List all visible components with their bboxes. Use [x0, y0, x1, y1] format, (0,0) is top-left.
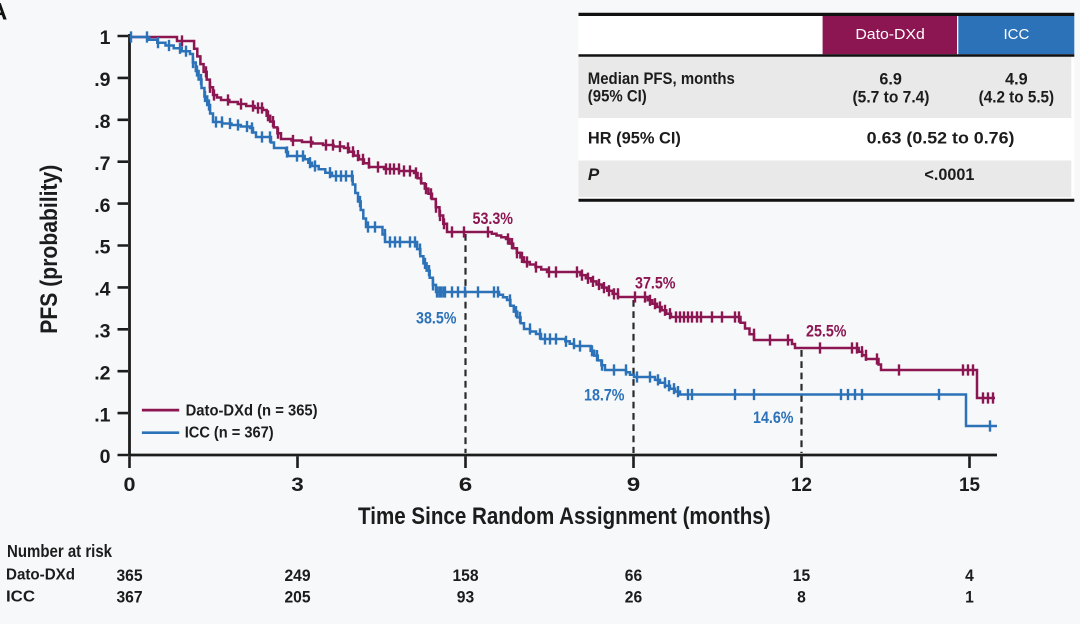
svg-text:.3: .3 [94, 321, 110, 343]
svg-text:Dato-DXd: Dato-DXd [6, 567, 75, 584]
svg-text:(4.2 to 5.5): (4.2 to 5.5) [979, 88, 1055, 107]
svg-text:.8: .8 [94, 111, 110, 133]
svg-text:.2: .2 [94, 362, 110, 384]
svg-text:.4: .4 [94, 279, 110, 301]
svg-text:6.9: 6.9 [879, 69, 902, 88]
svg-text:205: 205 [284, 589, 310, 607]
svg-text:14.6%: 14.6% [753, 409, 794, 427]
svg-text:9: 9 [627, 475, 641, 496]
svg-text:HR (95% CI): HR (95% CI) [588, 129, 681, 148]
svg-text:.5: .5 [94, 237, 110, 259]
svg-text:<.0001: <.0001 [924, 165, 974, 184]
svg-text:A: A [0, 0, 7, 26]
svg-text:Time Since Random Assignment (: Time Since Random Assignment (months) [358, 503, 771, 530]
svg-text:.6: .6 [94, 195, 110, 217]
svg-text:93: 93 [457, 589, 474, 607]
svg-text:365: 365 [116, 567, 142, 585]
svg-text:26: 26 [625, 589, 642, 607]
svg-text:1: 1 [965, 589, 974, 607]
svg-text:4: 4 [965, 567, 974, 585]
svg-text:1: 1 [100, 27, 111, 49]
svg-text:0: 0 [100, 446, 111, 468]
svg-text:Number at risk: Number at risk [7, 541, 112, 561]
svg-text:4.9: 4.9 [1005, 69, 1028, 88]
svg-text:158: 158 [452, 567, 478, 585]
svg-text:Median PFS, months: Median PFS, months [588, 69, 735, 88]
svg-text:PFS (probability): PFS (probability) [36, 165, 63, 334]
svg-text:38.5%: 38.5% [416, 310, 457, 328]
svg-text:367: 367 [116, 589, 142, 607]
svg-text:25.5%: 25.5% [806, 323, 847, 341]
svg-text:.7: .7 [94, 153, 110, 175]
svg-text:(5.7 to 7.4): (5.7 to 7.4) [853, 88, 930, 107]
svg-text:18.7%: 18.7% [584, 387, 625, 405]
svg-text:37.5%: 37.5% [635, 275, 676, 293]
svg-text:12: 12 [791, 475, 812, 496]
svg-text:.1: .1 [94, 404, 110, 426]
svg-text:66: 66 [625, 567, 642, 585]
svg-text:6: 6 [459, 475, 473, 496]
svg-text:3: 3 [291, 475, 304, 496]
svg-text:15: 15 [959, 475, 980, 496]
svg-text:Dato-DXd: Dato-DXd [855, 26, 925, 43]
svg-text:15: 15 [793, 567, 810, 585]
svg-text:53.3%: 53.3% [473, 210, 514, 228]
svg-text:249: 249 [284, 567, 310, 585]
svg-text:Dato-DXd (n = 365): Dato-DXd (n = 365) [186, 403, 318, 420]
svg-text:P: P [588, 165, 600, 184]
svg-text:0.63 (0.52 to 0.76): 0.63 (0.52 to 0.76) [867, 129, 1015, 148]
svg-text:0: 0 [124, 475, 136, 496]
svg-text:8: 8 [797, 589, 806, 607]
svg-text:ICC: ICC [6, 589, 35, 606]
svg-text:(95% CI): (95% CI) [588, 87, 647, 106]
svg-text:ICC: ICC [1003, 26, 1029, 43]
svg-text:ICC (n = 367): ICC (n = 367) [185, 424, 274, 441]
svg-text:.9: .9 [94, 69, 110, 91]
